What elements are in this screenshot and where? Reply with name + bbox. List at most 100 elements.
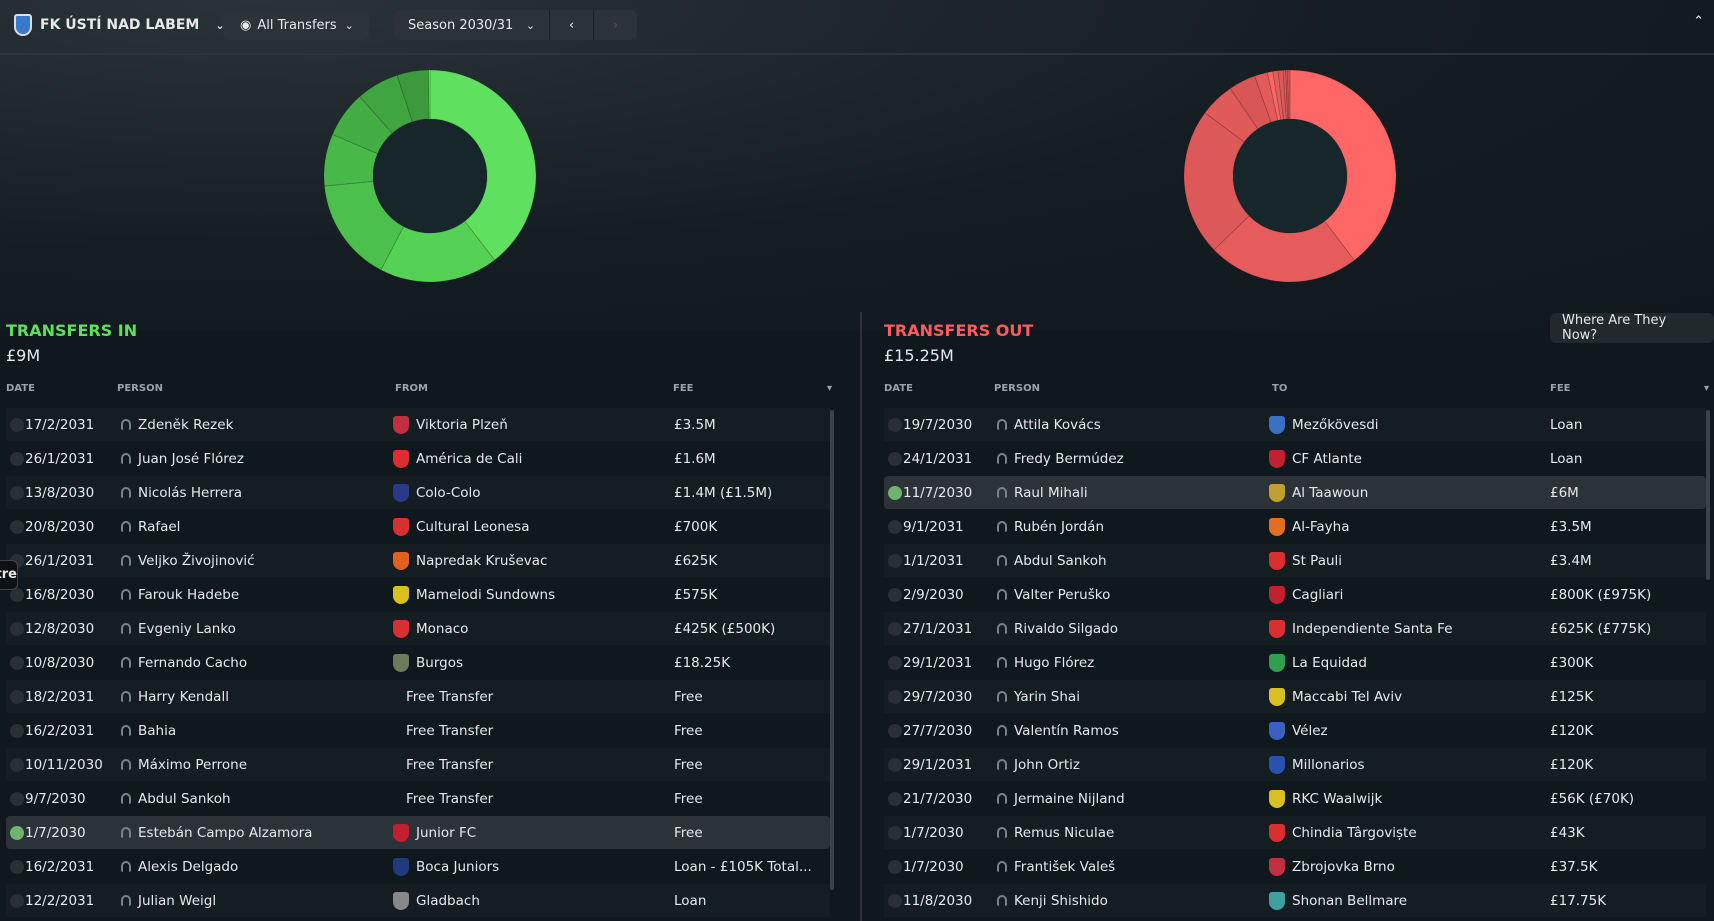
check-icon[interactable] [10, 825, 24, 840]
person-name[interactable]: Evgeniy Lanko [138, 620, 236, 637]
person-name[interactable]: Jermaine Nijland [1014, 790, 1125, 807]
transfer-row[interactable]: 12/2/2031 Julian Weigl Gladbach Loan [6, 884, 830, 917]
donut-slice[interactable] [428, 69, 431, 120]
check-icon[interactable] [10, 859, 24, 874]
check-icon[interactable] [10, 485, 24, 500]
person-name[interactable]: Alexis Delgado [138, 858, 239, 875]
column-header-from[interactable]: FROM [395, 383, 428, 394]
transfer-row[interactable]: 26/1/2031 Juan José Flórez América de Ca… [6, 442, 830, 475]
person-name[interactable]: John Ortiz [1014, 756, 1080, 773]
club-name[interactable]: CF Atlante [1292, 450, 1362, 467]
club-name[interactable]: Maccabi Tel Aviv [1292, 688, 1403, 705]
club-name[interactable]: Independiente Santa Fe [1292, 620, 1453, 637]
check-icon[interactable] [888, 451, 902, 466]
club-name[interactable]: St Pauli [1292, 552, 1343, 569]
person-name[interactable]: Veljko Živojinović [138, 552, 255, 569]
check-icon[interactable] [888, 519, 902, 534]
season-dropdown[interactable]: Season 2030/31 [408, 17, 514, 33]
person-name[interactable]: Juan José Flórez [138, 450, 244, 467]
transfer-row[interactable]: 27/1/2031 Rivaldo Silgado Independiente … [884, 612, 1706, 645]
check-icon[interactable] [888, 485, 902, 500]
transfer-row[interactable]: 2/9/2030 Valter Peruško Cagliari £800K (… [884, 578, 1706, 611]
column-header-fee[interactable]: FEE [1550, 383, 1571, 394]
column-header-date[interactable]: DATE [884, 383, 913, 394]
donut-slice[interactable] [1288, 69, 1291, 120]
transfer-row[interactable]: 10/8/2030 Fernando Cacho Burgos £18.25K [6, 646, 830, 679]
person-name[interactable]: Abdul Sankoh [1014, 552, 1107, 569]
transfer-row[interactable]: 1/7/2030 František Valeš Zbrojovka Brno … [884, 850, 1706, 883]
next-season-button[interactable]: › [593, 10, 637, 40]
transfer-row[interactable]: 12/8/2030 Evgeniy Lanko Monaco £425K (£5… [6, 612, 830, 645]
check-icon[interactable] [888, 587, 902, 602]
person-name[interactable]: Hugo Flórez [1014, 654, 1095, 671]
check-icon[interactable] [888, 689, 902, 704]
check-icon[interactable] [888, 791, 902, 806]
transfer-row[interactable]: 21/7/2030 Jermaine Nijland RKC Waalwijk … [884, 782, 1706, 815]
person-name[interactable]: Máximo Perrone [138, 756, 248, 773]
check-icon[interactable] [10, 655, 24, 670]
club-name[interactable]: Vélez [1292, 722, 1328, 739]
transfer-row[interactable]: 9/1/2031 Rubén Jordán Al-Fayha £3.5M [884, 510, 1706, 543]
person-name[interactable]: Attila Kovács [1014, 416, 1101, 433]
club-name[interactable]: Burgos [416, 654, 463, 671]
transfer-row[interactable]: 26/1/2031 Veljko Živojinović Napredak Kr… [6, 544, 830, 577]
filter-dropdown[interactable]: ◉ All Transfers ⌄ [223, 10, 369, 40]
club-name[interactable]: Viktoria Plzeň [416, 416, 508, 433]
person-name[interactable]: Rafael [138, 518, 181, 535]
person-name[interactable]: Remus Niculae [1014, 824, 1115, 841]
check-icon[interactable] [10, 621, 24, 636]
side-tab[interactable]: ntre [0, 560, 18, 590]
club-name[interactable]: Shonan Bellmare [1292, 892, 1408, 909]
transfer-row[interactable]: 16/8/2030 Farouk Hadebe Mamelodi Sundown… [6, 578, 830, 611]
person-name[interactable]: Raul Mihali [1014, 484, 1088, 501]
sort-arrow-icon[interactable]: ▾ [827, 383, 833, 394]
club-name[interactable]: Monaco [416, 620, 469, 637]
column-header-date[interactable]: DATE [6, 383, 35, 394]
club-name[interactable]: Junior FC [416, 824, 477, 841]
collapse-icon[interactable]: ⌃ [1693, 14, 1704, 29]
club-selector[interactable]: FK ÚSTÍ NAD LABEM ⌄ [14, 14, 225, 36]
transfer-row[interactable]: 1/7/2030 Remus Niculae Chindia Târgovișt… [884, 816, 1706, 849]
transfer-row[interactable]: 13/8/2030 Nicolás Herrera Colo-Colo £1.4… [6, 476, 830, 509]
club-name[interactable]: Colo-Colo [416, 484, 481, 501]
check-icon[interactable] [888, 723, 902, 738]
transfer-row[interactable]: 29/7/2030 Yarin Shai Maccabi Tel Aviv £1… [884, 680, 1706, 713]
column-header-to[interactable]: TO [1272, 383, 1288, 394]
person-name[interactable]: Valentín Ramos [1014, 722, 1119, 739]
check-icon[interactable] [888, 655, 902, 670]
club-name[interactable]: Chindia Târgoviște [1292, 824, 1417, 841]
column-header-person[interactable]: PERSON [994, 383, 1040, 394]
club-name[interactable]: RKC Waalwijk [1292, 790, 1383, 807]
transfer-row[interactable]: 11/7/2030 Raul Mihali Al Taawoun £6M [884, 476, 1706, 509]
check-icon[interactable] [10, 587, 24, 602]
check-icon[interactable] [888, 621, 902, 636]
club-name[interactable]: Cultural Leonesa [416, 518, 530, 535]
transfer-row[interactable]: 18/2/2031 Harry Kendall Free Transfer Fr… [6, 680, 830, 713]
check-icon[interactable] [10, 893, 24, 908]
person-name[interactable]: Rubén Jordán [1014, 518, 1105, 535]
check-icon[interactable] [10, 519, 24, 534]
transfer-row[interactable]: 16/2/2031 Alexis Delgado Boca Juniors Lo… [6, 850, 830, 883]
person-name[interactable]: Julian Weigl [138, 892, 217, 909]
club-name[interactable]: Millonarios [1292, 756, 1365, 773]
check-icon[interactable] [888, 757, 902, 772]
person-name[interactable]: František Valeš [1014, 858, 1116, 875]
transfer-row[interactable]: 20/8/2030 Rafael Cultural Leonesa £700K [6, 510, 830, 543]
person-name[interactable]: Rivaldo Silgado [1014, 620, 1119, 637]
scrollbar[interactable] [830, 410, 834, 890]
where-are-they-now-button[interactable]: Where Are They Now? [1550, 313, 1714, 343]
check-icon[interactable] [10, 689, 24, 704]
club-name[interactable]: Al Taawoun [1292, 484, 1369, 501]
check-icon[interactable] [888, 825, 902, 840]
club-name[interactable]: América de Cali [416, 450, 523, 467]
check-icon[interactable] [888, 417, 902, 432]
prev-season-button[interactable]: ‹ [549, 10, 593, 40]
donut-slice[interactable] [429, 69, 537, 261]
transfer-row[interactable]: 1/7/2030 Estebán Campo Alzamora Junior F… [6, 816, 830, 849]
transfer-row[interactable]: 10/11/2030 Máximo Perrone Free Transfer … [6, 748, 830, 781]
transfer-row[interactable]: 24/1/2031 Fredy Bermúdez CF Atlante Loan [884, 442, 1706, 475]
transfer-row[interactable]: 29/1/2031 John Ortiz Millonarios £120K [884, 748, 1706, 781]
club-name[interactable]: Boca Juniors [416, 858, 500, 875]
transfer-row[interactable]: 11/8/2030 Kenji Shishido Shonan Bellmare… [884, 884, 1706, 917]
person-name[interactable]: Bahia [138, 722, 177, 739]
